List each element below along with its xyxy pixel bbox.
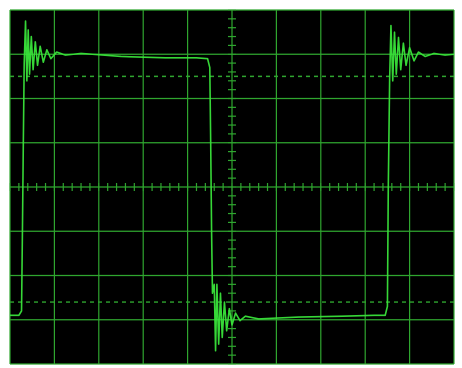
trace-layer [10,20,455,352]
center-axis-ticks [9,9,455,365]
trace-line-0 [10,20,455,352]
reference-lines [10,75,454,303]
